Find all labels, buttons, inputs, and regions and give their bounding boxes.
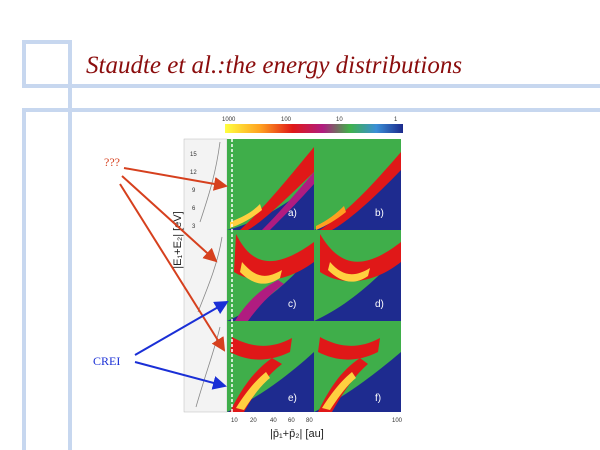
panel-label: d) bbox=[375, 299, 384, 310]
x-tick: 20 bbox=[250, 418, 257, 424]
panel-a: a) bbox=[227, 139, 314, 230]
question-annotation: ??? bbox=[104, 155, 120, 169]
energy-distribution-figure: 1000 100 10 1 15 12 9 6 3 a) b) bbox=[183, 117, 403, 424]
crei-annotation: CREI bbox=[93, 354, 121, 368]
y-tick: 15 bbox=[190, 152, 197, 158]
panel-f: f) bbox=[314, 321, 401, 412]
x-axis-label: |p̄₁+p̄₂| [au] bbox=[270, 428, 324, 440]
colorbar-tick: 1000 bbox=[222, 117, 236, 123]
panel-e: e) bbox=[227, 321, 314, 412]
colorbar bbox=[225, 124, 403, 133]
panel-label: e) bbox=[288, 393, 297, 404]
top-rule bbox=[22, 84, 600, 88]
x-tick: 10 bbox=[231, 418, 238, 424]
slide-title: Staudte et al.:the energy distributions bbox=[86, 52, 463, 79]
panel-label: b) bbox=[375, 208, 384, 219]
panel-label: f) bbox=[375, 393, 381, 404]
lower-rule bbox=[22, 108, 600, 112]
panel-b: b) bbox=[314, 139, 401, 230]
y-tick: 12 bbox=[190, 170, 197, 176]
colorbar-tick: 1 bbox=[394, 117, 398, 123]
panel-d: d) bbox=[314, 230, 401, 321]
x-tick: 60 bbox=[288, 418, 295, 424]
x-tick: 100 bbox=[392, 418, 403, 424]
colorbar-tick: 100 bbox=[281, 117, 292, 123]
colorbar-tick: 10 bbox=[336, 117, 343, 123]
panel-label: c) bbox=[288, 299, 296, 310]
corner-box-left bbox=[22, 40, 26, 88]
panel-c: c) bbox=[227, 230, 314, 321]
x-tick: 80 bbox=[306, 418, 313, 424]
left-side-bar bbox=[22, 112, 26, 450]
panel-label: a) bbox=[288, 208, 297, 219]
corner-box-top bbox=[22, 40, 72, 44]
left-bar bbox=[68, 40, 72, 450]
x-tick: 40 bbox=[270, 418, 277, 424]
y-axis-label: |E₁+E₂| [eV] bbox=[172, 211, 184, 269]
